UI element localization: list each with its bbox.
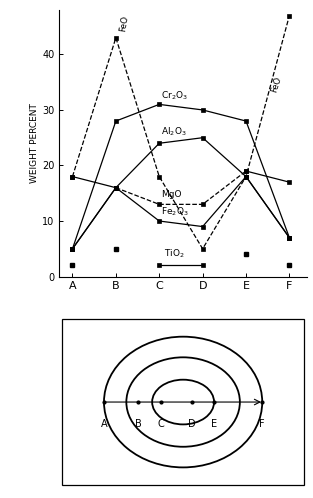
Text: $\mathregular{Cr_2O_3}$: $\mathregular{Cr_2O_3}$ xyxy=(162,89,188,102)
Text: A: A xyxy=(101,419,107,429)
Text: B: B xyxy=(135,419,142,429)
Text: $\mathregular{Al_2O_3}$: $\mathregular{Al_2O_3}$ xyxy=(162,125,187,138)
Text: FeO: FeO xyxy=(118,14,130,32)
Text: D: D xyxy=(188,419,196,429)
Text: $\mathregular{TiO_2}$: $\mathregular{TiO_2}$ xyxy=(164,248,184,260)
Text: E: E xyxy=(211,419,217,429)
Text: F: F xyxy=(259,419,265,429)
Text: $\mathregular{Fe_2O_3}$: $\mathregular{Fe_2O_3}$ xyxy=(162,206,189,218)
Bar xyxy=(62,320,304,485)
Text: FeO: FeO xyxy=(270,75,284,93)
Text: MgO: MgO xyxy=(162,190,182,199)
Text: C: C xyxy=(157,419,164,429)
Y-axis label: WEIGHT PERCENT: WEIGHT PERCENT xyxy=(30,103,39,183)
